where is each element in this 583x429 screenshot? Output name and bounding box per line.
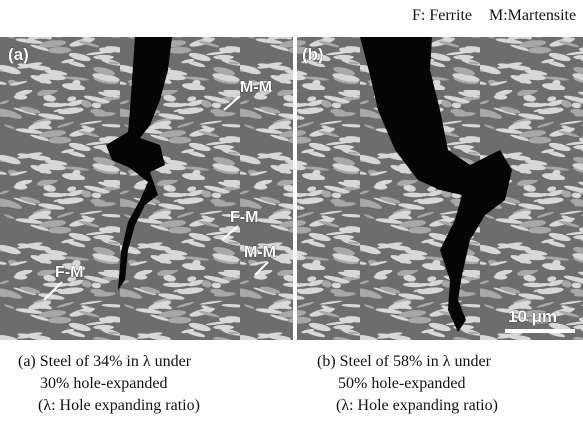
caption: (λ: Hole expanding ratio) <box>336 397 498 414</box>
annotation: F-M <box>230 209 258 226</box>
caption: (a) Steel of 34% in λ under <box>18 353 192 370</box>
panel-label: (b) <box>302 45 324 64</box>
panel-label: (a) <box>8 45 29 64</box>
figure: F: Ferrite M:Martensite (a) (b) M-M F-M … <box>0 0 583 429</box>
caption: 30% hole-expanded <box>40 375 168 392</box>
caption: (b) Steel of 58% in λ under <box>317 353 492 370</box>
caption: (λ: Hole expanding ratio) <box>38 397 200 414</box>
legend-martensite: M:Martensite <box>489 7 576 24</box>
annotation: M-M <box>244 244 276 261</box>
micrograph-b <box>297 37 583 340</box>
caption: 50% hole-expanded <box>338 375 466 392</box>
annotation: F-M <box>55 264 83 281</box>
annotation: M-M <box>240 79 272 96</box>
scale-bar-label: 10 μm <box>508 307 557 326</box>
scale-bar <box>505 329 575 333</box>
legend-ferrite: F: Ferrite <box>412 7 472 24</box>
